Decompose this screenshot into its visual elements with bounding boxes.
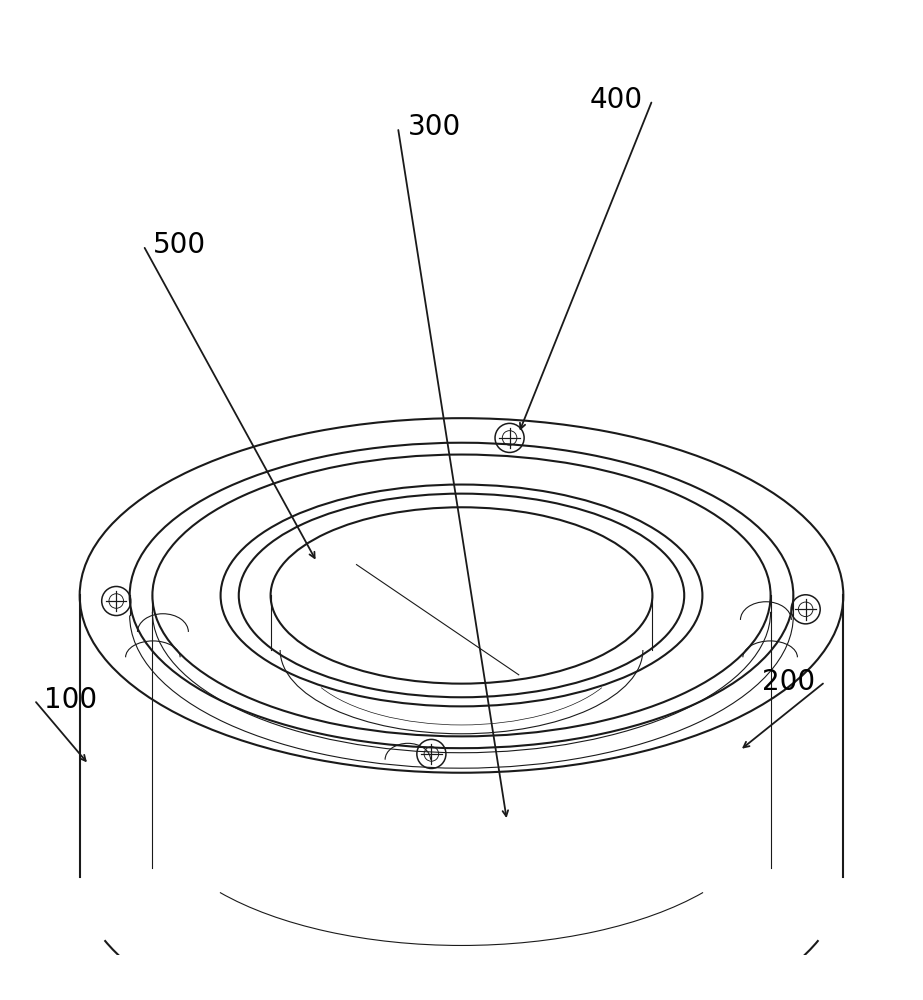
Text: 200: 200 xyxy=(762,668,815,696)
Text: 500: 500 xyxy=(153,231,206,259)
Text: 100: 100 xyxy=(44,686,97,714)
Text: 400: 400 xyxy=(590,86,642,114)
Text: 300: 300 xyxy=(408,113,461,141)
